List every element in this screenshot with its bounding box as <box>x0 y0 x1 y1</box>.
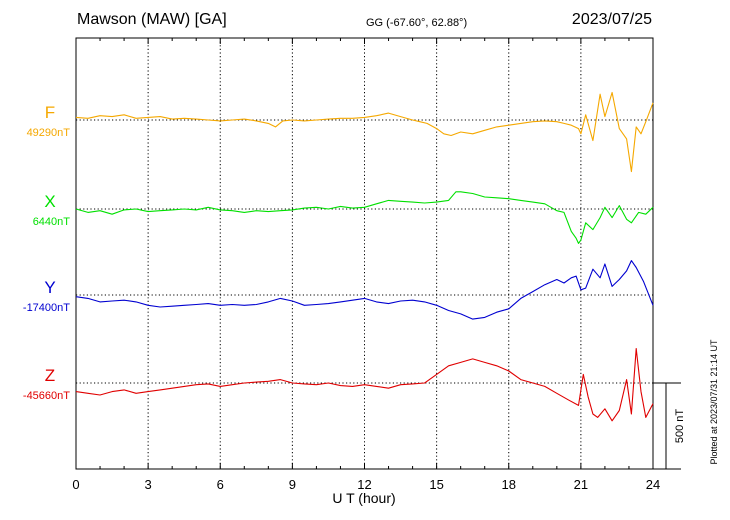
series-name-y: Y <box>44 278 55 297</box>
x-tick-label-18: 18 <box>502 477 516 492</box>
station-title: Mawson (MAW) [GA] <box>77 11 227 28</box>
coordinates-label: GG (-67.60°, 62.88°) <box>366 17 467 29</box>
x-tick-label-0: 0 <box>72 477 79 492</box>
series-name-f: F <box>45 103 55 122</box>
series-line-x <box>75 191 654 244</box>
series-name-x: X <box>44 192 55 211</box>
plotted-at-label: Plotted at 2023/07/31 21:14 UT <box>709 339 719 465</box>
baseline-value-x: 6440nT <box>33 216 71 228</box>
plot-frame <box>75 37 654 470</box>
scale-bar <box>653 382 681 470</box>
date-label: 2023/07/25 <box>572 11 652 28</box>
series-lines <box>75 91 654 422</box>
x-tick-label-15: 15 <box>429 477 443 492</box>
baseline-value-z: -45660nT <box>23 390 70 402</box>
baselines <box>76 119 653 384</box>
x-tick-label-9: 9 <box>289 477 296 492</box>
baseline-value-y: -17400nT <box>23 302 70 314</box>
x-axis-title: U T (hour) <box>332 490 395 506</box>
x-tick-label-6: 6 <box>217 477 224 492</box>
x-tick-label-24: 24 <box>646 477 660 492</box>
grid-lines <box>147 38 582 469</box>
series-line-z <box>75 348 654 422</box>
x-tick-label-12: 12 <box>357 477 371 492</box>
series-line-f <box>75 91 654 173</box>
series-name-z: Z <box>45 366 55 385</box>
baseline-value-f: 49290nT <box>27 127 71 139</box>
x-tick-label-3: 3 <box>145 477 152 492</box>
x-tick-label-21: 21 <box>574 477 588 492</box>
series-line-y <box>75 260 654 320</box>
scale-label: 500 nT <box>674 409 686 444</box>
axis-ticks: 0 3 6 9 12 15 18 21 24 <box>72 38 660 492</box>
series-labels: F 49290nT X 6440nT Y -17400nT Z -45660nT <box>23 103 70 402</box>
